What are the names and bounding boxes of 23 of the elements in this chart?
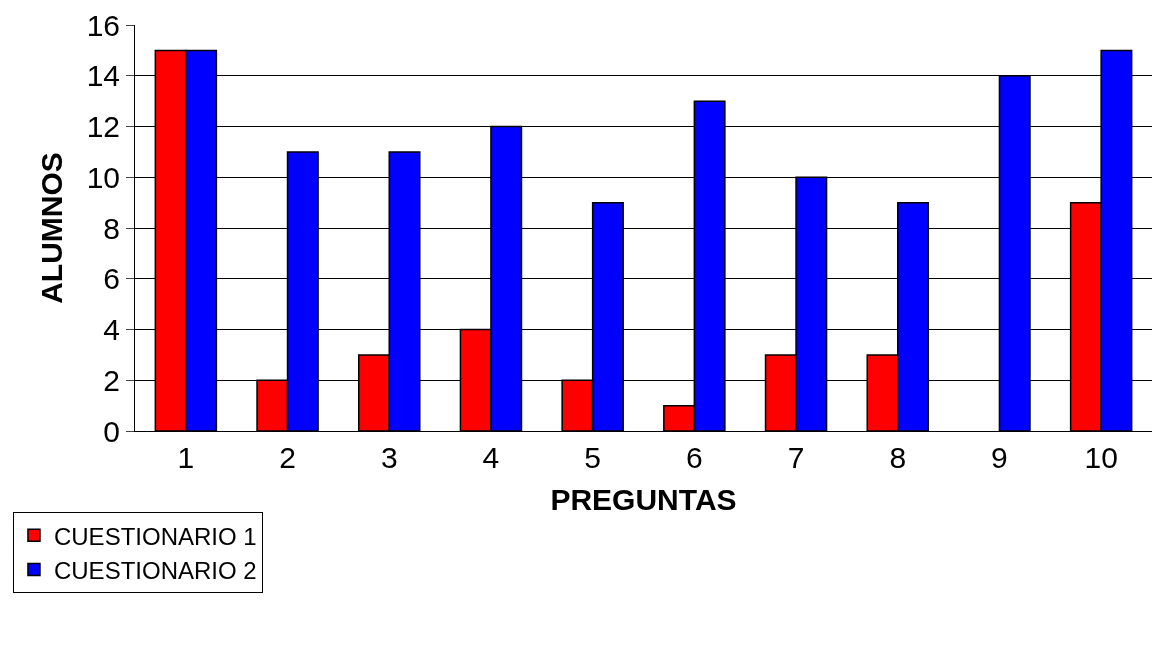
legend-label: CUESTIONARIO 1 bbox=[53, 522, 257, 550]
x-tick-label: 5 bbox=[584, 441, 601, 474]
x-tick-label: 1 bbox=[177, 441, 195, 474]
x-tick-label: 8 bbox=[889, 441, 907, 474]
x-tick-label: 3 bbox=[380, 441, 398, 474]
x-tick-label: 6 bbox=[686, 441, 703, 474]
y-tick-label: 6 bbox=[103, 262, 120, 296]
y-tick-label: 0 bbox=[103, 414, 120, 448]
y-tick-label: 4 bbox=[103, 313, 120, 346]
y-tick-label: 16 bbox=[86, 8, 120, 42]
y-tick-label: 8 bbox=[103, 211, 120, 245]
y-axis-title: ALUMNOS bbox=[34, 152, 68, 304]
x-tick-label: 7 bbox=[787, 441, 805, 474]
y-tick-label: 10 bbox=[86, 160, 120, 194]
y-tick-label: 12 bbox=[86, 110, 120, 143]
x-tick-label: 10 bbox=[1084, 441, 1118, 474]
legend-label: CUESTIONARIO 2 bbox=[53, 556, 257, 584]
x-tick-label: 2 bbox=[279, 441, 296, 474]
x-tick-label: 4 bbox=[482, 441, 500, 474]
y-tick-label: 14 bbox=[86, 59, 120, 93]
x-tick-label: 9 bbox=[991, 441, 1008, 474]
y-tick-label: 2 bbox=[103, 363, 120, 397]
x-axis-title: PREGUNTAS bbox=[550, 482, 737, 516]
